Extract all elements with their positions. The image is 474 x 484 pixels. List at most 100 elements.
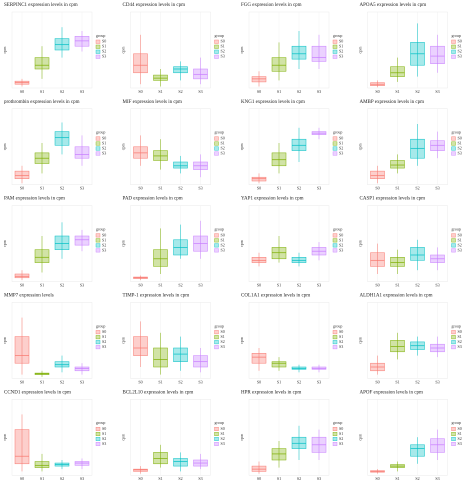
x-tick-label: S0 [375, 476, 379, 481]
box [271, 361, 287, 368]
legend-swatch [214, 248, 219, 253]
legend-label: S3 [458, 441, 462, 446]
x-tick-label: S2 [297, 476, 301, 481]
legend-swatch [214, 437, 219, 441]
box [173, 66, 188, 74]
legend-swatch [95, 248, 101, 253]
box [173, 161, 188, 169]
y-axis-title: cpm [2, 239, 7, 247]
plot-area [248, 205, 330, 282]
box [390, 340, 405, 353]
legend-swatch [451, 136, 456, 141]
legend-label: S1 [102, 431, 106, 436]
legend-label: S3 [339, 441, 343, 446]
legend-swatch [214, 330, 219, 335]
x-tick-label: S0 [138, 89, 142, 94]
legend-swatch [451, 442, 456, 446]
plot-area [130, 399, 211, 476]
legend-label: S2 [339, 146, 343, 151]
legend-label: S3 [102, 441, 106, 446]
box [271, 152, 287, 167]
chart-title: MIF expression levels in cpm [123, 100, 183, 105]
box [251, 465, 267, 472]
legend-swatch [451, 335, 456, 340]
box [390, 160, 405, 169]
legend-label: S1 [458, 431, 462, 436]
legend-swatch [95, 136, 101, 141]
legend-label: S2 [221, 49, 225, 54]
x-tick-label: S1 [40, 379, 44, 384]
legend-swatch [332, 151, 338, 156]
legend-label: S1 [339, 141, 343, 146]
legend-swatch [214, 44, 219, 49]
x-tick-label: S1 [395, 283, 399, 288]
legend-label: S1 [221, 44, 225, 49]
legend-swatch [95, 146, 101, 151]
box [370, 170, 385, 179]
box [251, 353, 267, 364]
legend-title: group [452, 227, 461, 232]
legend-title: group [333, 33, 342, 38]
legend-swatch [451, 54, 456, 59]
legend-label: S0 [339, 329, 343, 334]
legend-label: S0 [339, 136, 343, 141]
legend-swatch [214, 49, 219, 54]
legend-label: S0 [102, 136, 106, 141]
box [133, 53, 148, 74]
y-axis-title: cpm [120, 336, 125, 344]
box [173, 458, 188, 467]
x-tick-label: S2 [297, 89, 301, 94]
y-axis-title: cpm [239, 46, 244, 54]
x-tick-label: S0 [138, 283, 142, 288]
legend-label: S1 [221, 431, 225, 436]
y-axis-title: cpm [239, 433, 244, 441]
x-tick-label: S1 [158, 476, 162, 481]
legend-title: group [96, 33, 105, 38]
chart-title: ALDH1A1 expression levels in cpm [360, 294, 433, 299]
y-axis-title: cpm [120, 46, 125, 54]
legend-swatch [332, 248, 338, 253]
legend-swatch [95, 233, 101, 238]
box [390, 257, 405, 267]
plot-area [248, 302, 330, 379]
legend-swatch [332, 330, 338, 335]
legend-swatch [95, 44, 101, 49]
legend-swatch [95, 335, 101, 340]
legend-swatch [332, 442, 338, 446]
legend-label: S0 [221, 136, 225, 141]
legend-label: S0 [458, 232, 462, 237]
plot-area [11, 302, 93, 379]
y-axis-title: cpm [357, 336, 362, 344]
box [251, 176, 267, 182]
box [311, 366, 327, 370]
legend-swatch [214, 340, 219, 345]
box [390, 66, 405, 77]
legend-swatch [332, 432, 338, 436]
legend-label: S3 [102, 247, 106, 252]
x-tick-label: S2 [415, 476, 419, 481]
box [173, 347, 188, 362]
chart-title: KNG1 expression levels in cpm [241, 100, 305, 105]
x-tick-label: S3 [435, 283, 439, 288]
legend-label: S3 [221, 247, 225, 252]
legend-swatch [451, 437, 456, 441]
legend-label: S2 [102, 339, 106, 344]
legend-title: group [452, 420, 461, 425]
legend-label: S2 [458, 339, 462, 344]
legend-label: S0 [221, 426, 225, 431]
legend-swatch [95, 243, 101, 248]
chart-title: SERPINC1 expression levels in cpm [4, 3, 78, 8]
legend-label: S1 [102, 237, 106, 242]
box [410, 247, 425, 261]
plot-area [11, 11, 93, 89]
legend-title: group [215, 323, 224, 328]
x-tick-label: S0 [257, 379, 261, 384]
x-tick-label: S1 [40, 476, 44, 481]
x-tick-label: S3 [80, 476, 84, 481]
y-axis-title: cpm [120, 239, 125, 247]
x-tick-label: S1 [277, 283, 281, 288]
